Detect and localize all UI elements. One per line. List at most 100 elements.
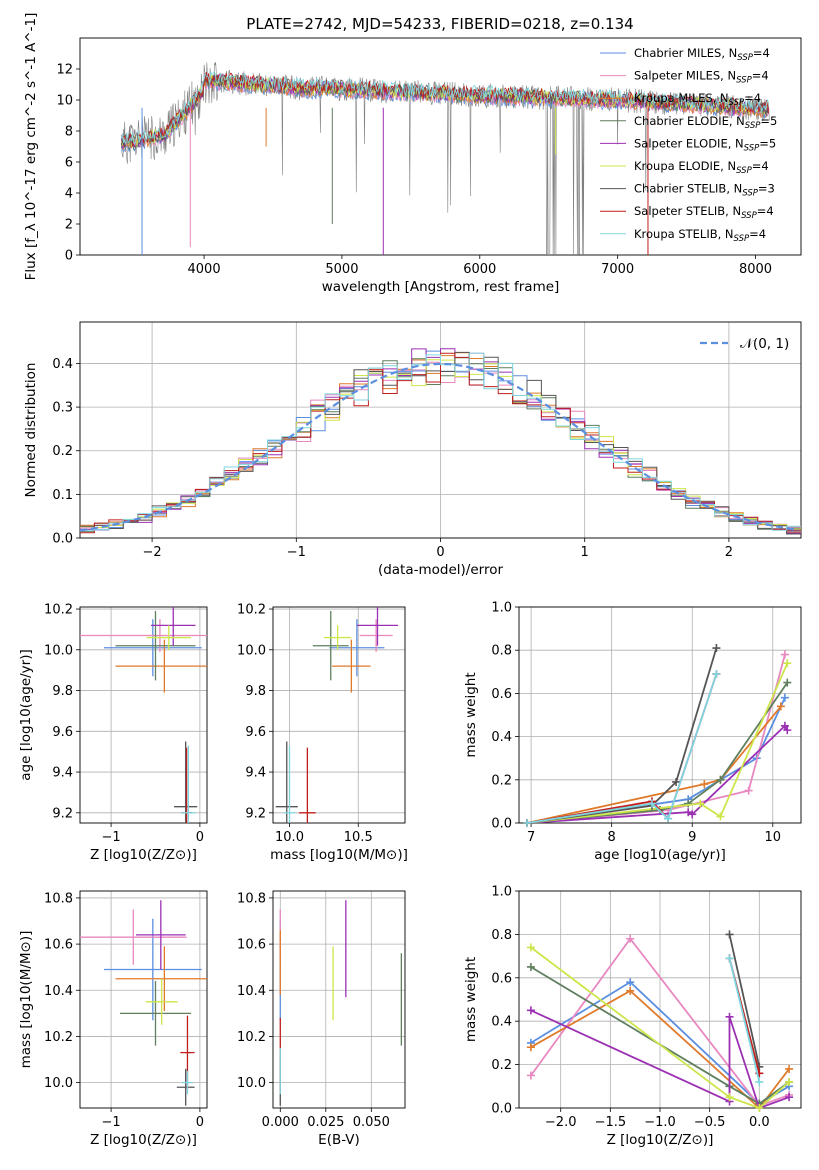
y-tick-label: 10.2 <box>44 1030 73 1045</box>
weight-vs-age-axes: 7 8 9 10 0.0 0.2 0.4 0.6 0.8 1.0 age [log10(age/yr… <box>463 601 802 863</box>
y-tick-label: 10.6 <box>44 938 73 953</box>
weight-marker <box>785 1064 794 1073</box>
legend-label: Chabrier MILES, NSSP=4 <box>634 46 770 63</box>
x-tick-label: 0 <box>436 545 444 560</box>
weight-marker <box>672 777 681 786</box>
axes-frame <box>518 890 802 1109</box>
errorbar-point <box>181 745 196 823</box>
y-tick-label: 10.4 <box>44 984 73 999</box>
y-tick-label: 0.2 <box>491 773 512 788</box>
weight-series-line <box>527 654 786 823</box>
weight-marker <box>725 930 734 939</box>
weight-marker <box>744 786 753 795</box>
weight-series-line <box>728 934 761 1067</box>
y-tick-label: 0.0 <box>52 532 73 547</box>
weight-marker <box>783 726 792 735</box>
panels: 4000 5000 6000 7000 8000024681012wavelength … <box>18 13 802 1148</box>
weight-marker <box>785 1077 794 1086</box>
errorbar-point <box>299 747 316 823</box>
y-tick-label: 0.0 <box>491 1102 512 1117</box>
errorbar-point <box>332 639 371 693</box>
weight-marker <box>626 934 635 943</box>
y-tick-label: 9.2 <box>52 806 73 821</box>
normal-reference-curve <box>80 362 799 532</box>
x-axis-label: Z [log10(Z/Z⊙)] <box>90 847 197 863</box>
x-tick-label: −1 <box>287 545 306 560</box>
x-tick-label: 8 <box>608 830 616 845</box>
weight-marker <box>700 780 709 789</box>
y-axis-label: mass [log10(M/M⊙)] <box>18 931 34 1069</box>
x-tick-label: 10.5 <box>344 830 373 845</box>
legend-label: Kroupa STELIB, NSSP=4 <box>634 227 766 244</box>
weight-marker <box>725 1093 734 1102</box>
weight-marker <box>647 799 656 808</box>
y-tick-label: 9.2 <box>245 806 266 821</box>
weight-marker <box>776 702 785 711</box>
weight-series-line <box>526 697 786 823</box>
x-tick-label: 9 <box>688 830 696 845</box>
weight-vs-Z-axes: −2.0 −1.5 −1.0 −0.5 0.0 0.0 0.2 0.4 0.6 0.8 1.0 Z [… <box>463 885 802 1148</box>
weight-marker <box>684 808 693 817</box>
y-tick-label: 2 <box>65 218 73 233</box>
y-tick-label: 10.2 <box>44 603 73 618</box>
errorbar-point <box>135 900 186 970</box>
errorbar-point <box>115 639 207 693</box>
x-tick-label: 7 <box>527 830 535 845</box>
y-tick-label: 10.8 <box>237 891 266 906</box>
weight-series-line <box>530 946 790 1108</box>
weight-marker <box>783 678 792 687</box>
x-axis-label: E(B-V) <box>318 1132 360 1148</box>
y-tick-label: 4 <box>65 187 73 202</box>
legend-label: Chabrier STELIB, NSSP=3 <box>634 182 775 199</box>
errorbar-point <box>115 946 207 1012</box>
mass-vs-Z-axes: −1 0 10.0 10.2 10.4 10.6 10.8 Z [log10(Z/Z⊙)] ma… <box>18 890 208 1148</box>
y-tick-label: 0.2 <box>52 444 73 459</box>
x-tick-label: 0.0 <box>749 1115 770 1130</box>
axes-frame <box>272 890 406 1109</box>
x-tick-label: 10 <box>765 830 782 845</box>
errorbar-point <box>359 619 393 652</box>
y-tick-label: 9.6 <box>52 725 73 740</box>
weight-series-line <box>530 989 790 1108</box>
x-tick-label: 0.050 <box>353 1115 390 1130</box>
legend-label: Kroupa ELODIE, NSSP=4 <box>634 159 769 176</box>
y-axis-label: mass weight <box>463 957 479 1042</box>
weight-marker <box>664 814 673 823</box>
weight-marker <box>712 669 721 678</box>
y-tick-label: 10.0 <box>237 1076 266 1091</box>
errorbar-point <box>356 607 399 646</box>
errorbar-point <box>115 611 196 681</box>
weight-marker <box>526 1071 535 1080</box>
errorbar-point <box>275 741 298 823</box>
y-tick-label: 9.4 <box>52 766 73 781</box>
weight-marker <box>780 721 789 730</box>
errorbar-point <box>176 1068 195 1106</box>
errorbar-point <box>329 619 385 677</box>
weight-series-line <box>526 647 718 823</box>
axes-frame <box>518 606 802 824</box>
x-axis-label: age [log10(age/yr)] <box>594 847 726 863</box>
weight-marker <box>755 1077 764 1086</box>
errorbar-point <box>119 981 192 1046</box>
weight-marker <box>780 650 789 659</box>
y-tick-label: 0 <box>65 249 73 264</box>
weight-marker <box>725 954 734 963</box>
axes-frame <box>79 606 208 824</box>
y-tick-label: 0.2 <box>491 1058 512 1073</box>
weight-marker <box>783 659 792 668</box>
errorbar-point <box>182 1071 193 1095</box>
x-tick-label: 1 <box>581 545 589 560</box>
x-tick-label: −1.5 <box>595 1115 627 1130</box>
y-tick-label: 0.4 <box>491 1015 512 1030</box>
weight-marker <box>526 1006 535 1015</box>
weight-marker <box>684 799 693 808</box>
weight-marker <box>780 693 789 702</box>
x-tick-label: −1 <box>101 830 120 845</box>
y-tick-label: 10.0 <box>237 643 266 658</box>
x-tick-label: 0.025 <box>307 1115 344 1130</box>
legend-label: Chabrier ELODIE, NSSP=5 <box>634 114 777 131</box>
reference-legend-label: 𝒩(0, 1) <box>740 336 789 352</box>
weight-series-line <box>526 673 718 823</box>
x-tick-label: 0 <box>196 1115 204 1130</box>
y-tick-label: 12 <box>56 63 73 78</box>
